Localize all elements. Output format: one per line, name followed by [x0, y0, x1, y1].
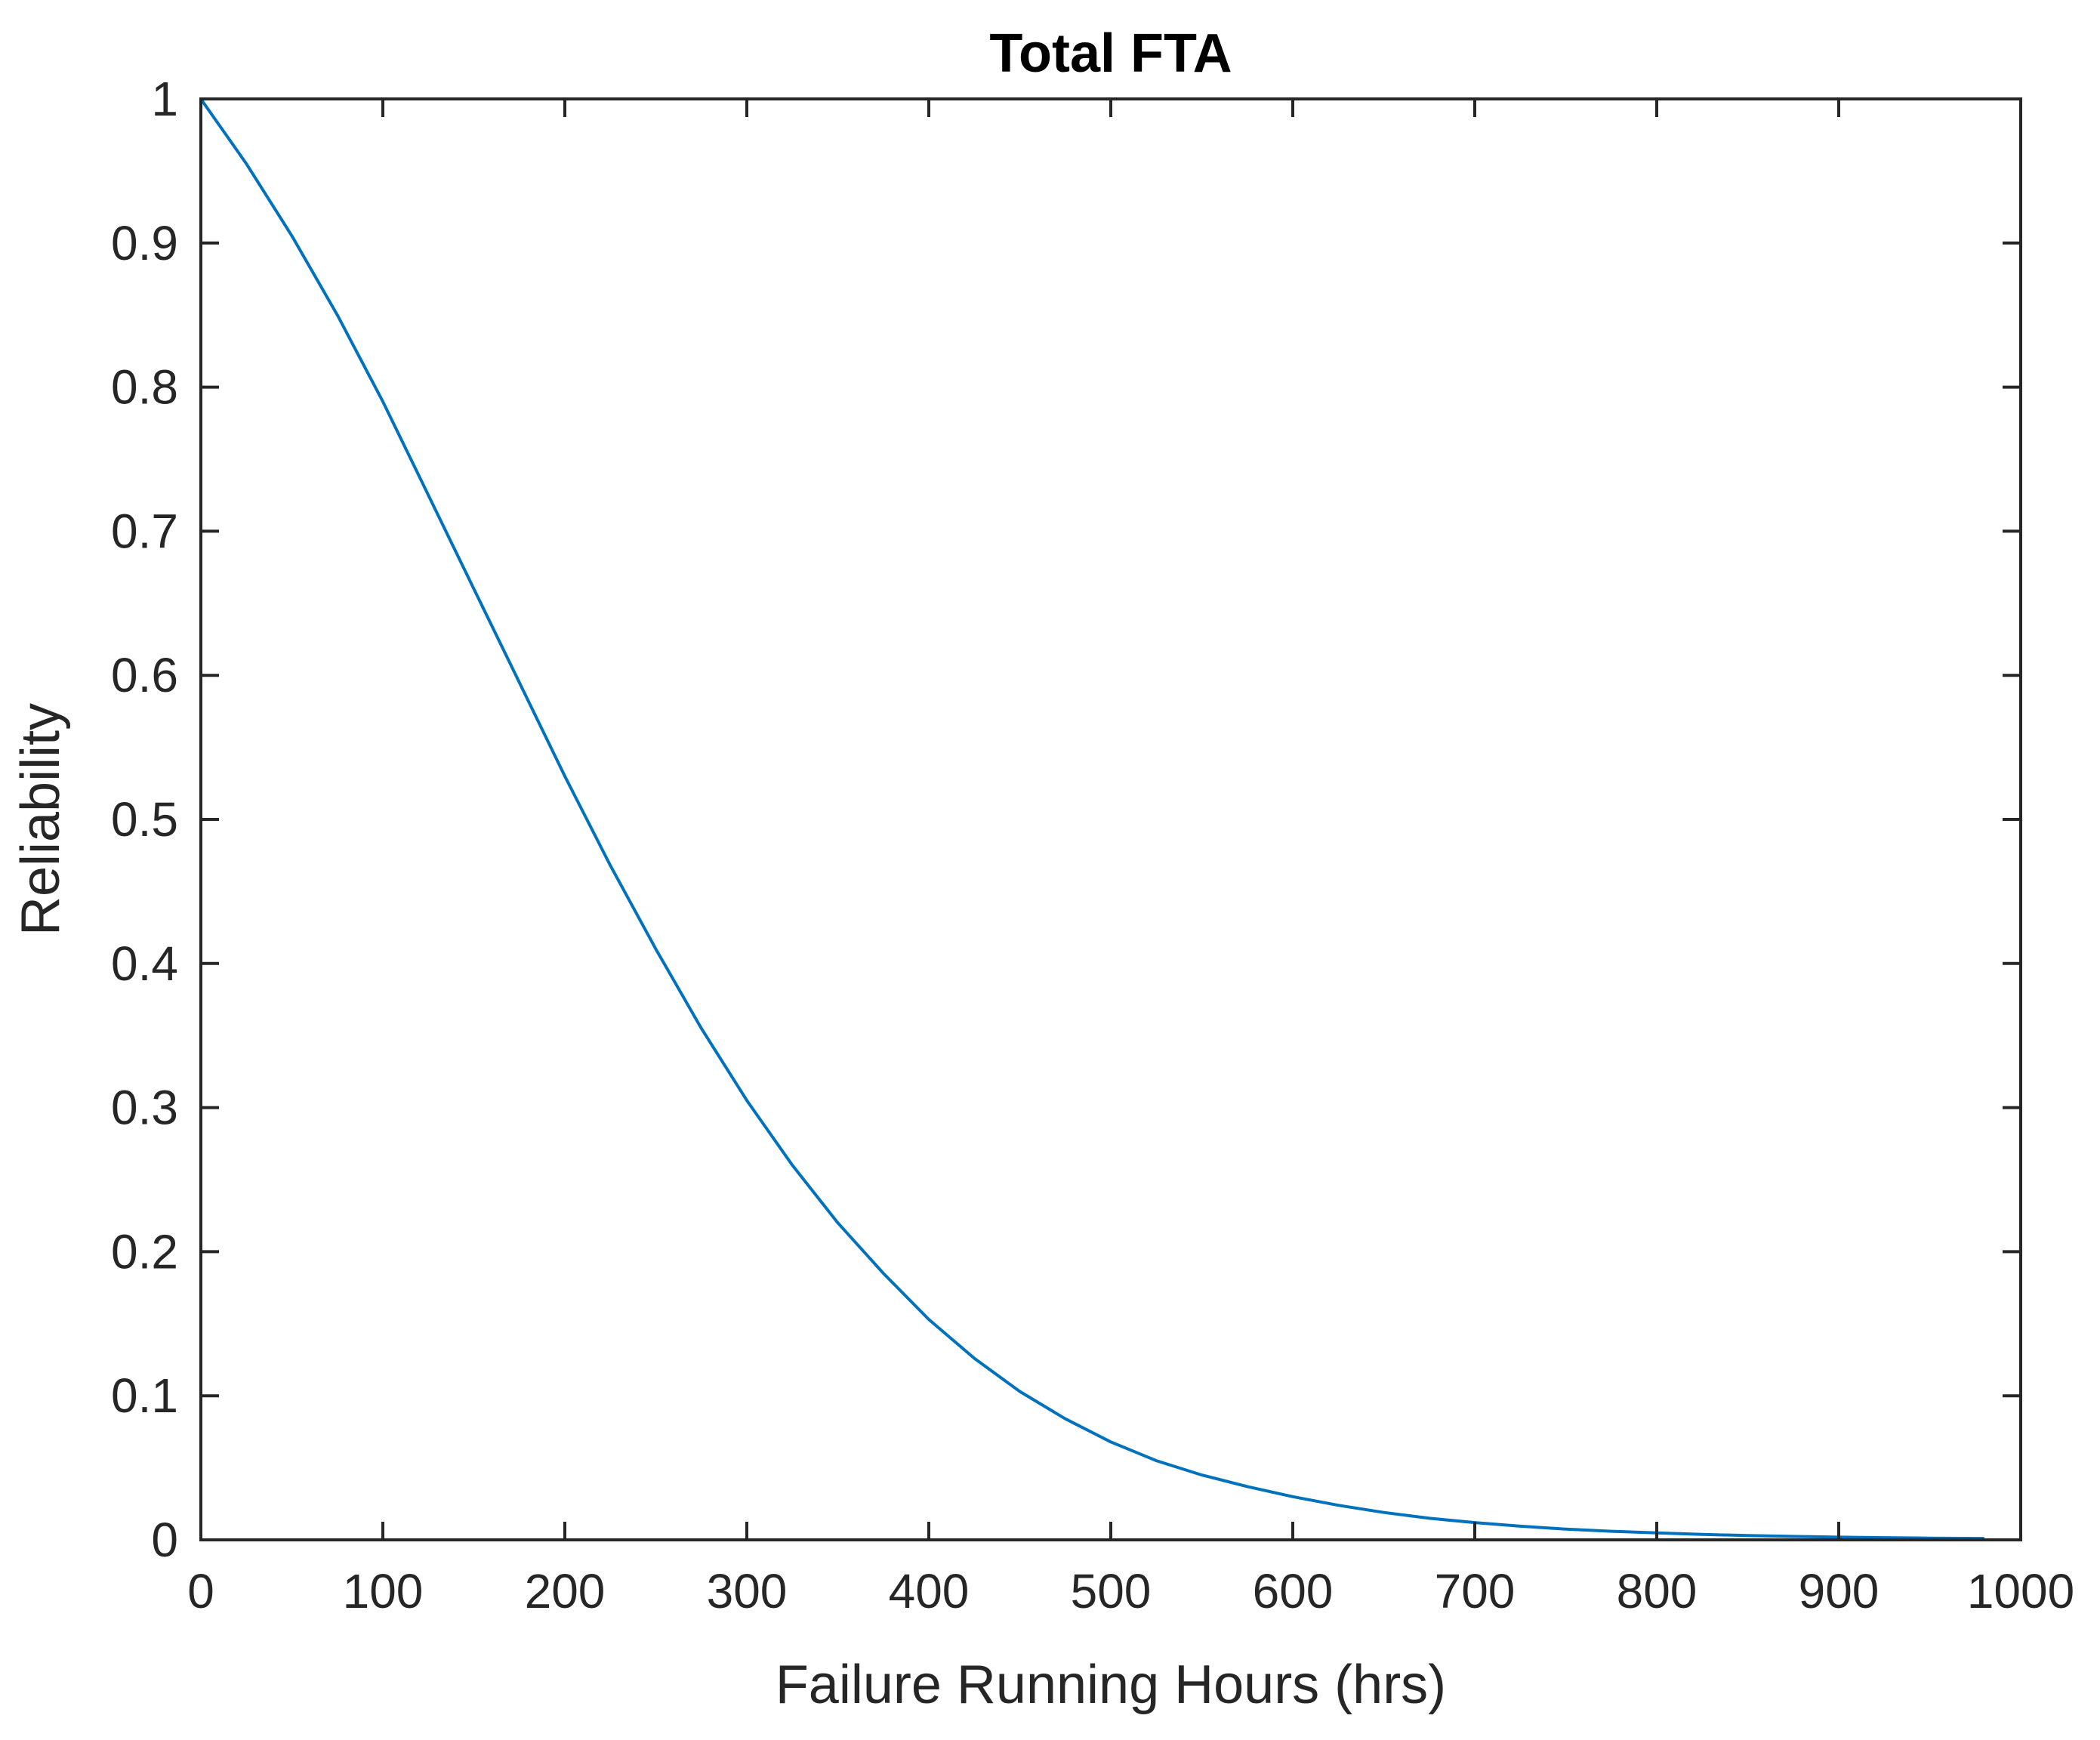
x-tick-label: 900 — [1799, 1564, 1880, 1618]
y-tick-label: 0.5 — [111, 792, 178, 847]
y-tick-label: 1 — [151, 72, 178, 126]
y-tick-label: 0.8 — [111, 360, 178, 415]
x-tick-label: 700 — [1435, 1564, 1516, 1618]
y-tick-label: 0.7 — [111, 504, 178, 558]
chart-title: Total FTA — [989, 23, 1232, 84]
y-tick-label: 0.1 — [111, 1368, 178, 1423]
x-tick-label: 1000 — [1967, 1564, 2074, 1618]
x-tick-label: 400 — [889, 1564, 970, 1618]
curve-layer — [199, 97, 1984, 1541]
y-tick-label: 0.9 — [111, 216, 178, 270]
y-tick-label: 0.4 — [111, 936, 178, 991]
plot-area-frame — [199, 97, 2022, 1541]
y-tick-label: 0.2 — [111, 1224, 178, 1279]
x-tick-label: 300 — [707, 1564, 788, 1618]
x-tick-label: 500 — [1071, 1564, 1152, 1618]
y-tick-label: 0.3 — [111, 1081, 178, 1135]
y-tick-label: 0 — [151, 1513, 178, 1567]
x-tick-label: 200 — [525, 1564, 606, 1618]
reliability-curve — [199, 97, 1984, 1541]
x-tick-label: 600 — [1253, 1564, 1334, 1618]
y-tick-label: 0.6 — [111, 648, 178, 702]
y-axis-title: Reliability — [11, 703, 71, 936]
x-axis-title: Failure Running Hours (hrs) — [776, 1655, 1446, 1715]
x-tick-label: 0 — [187, 1564, 214, 1618]
x-tick-label: 800 — [1617, 1564, 1698, 1618]
x-tick-label: 100 — [343, 1564, 424, 1618]
labels-layer: 0 100 200 300 400 500 600 700 800 900 1000 0 0.1 0.2 0… — [111, 72, 2074, 1618]
